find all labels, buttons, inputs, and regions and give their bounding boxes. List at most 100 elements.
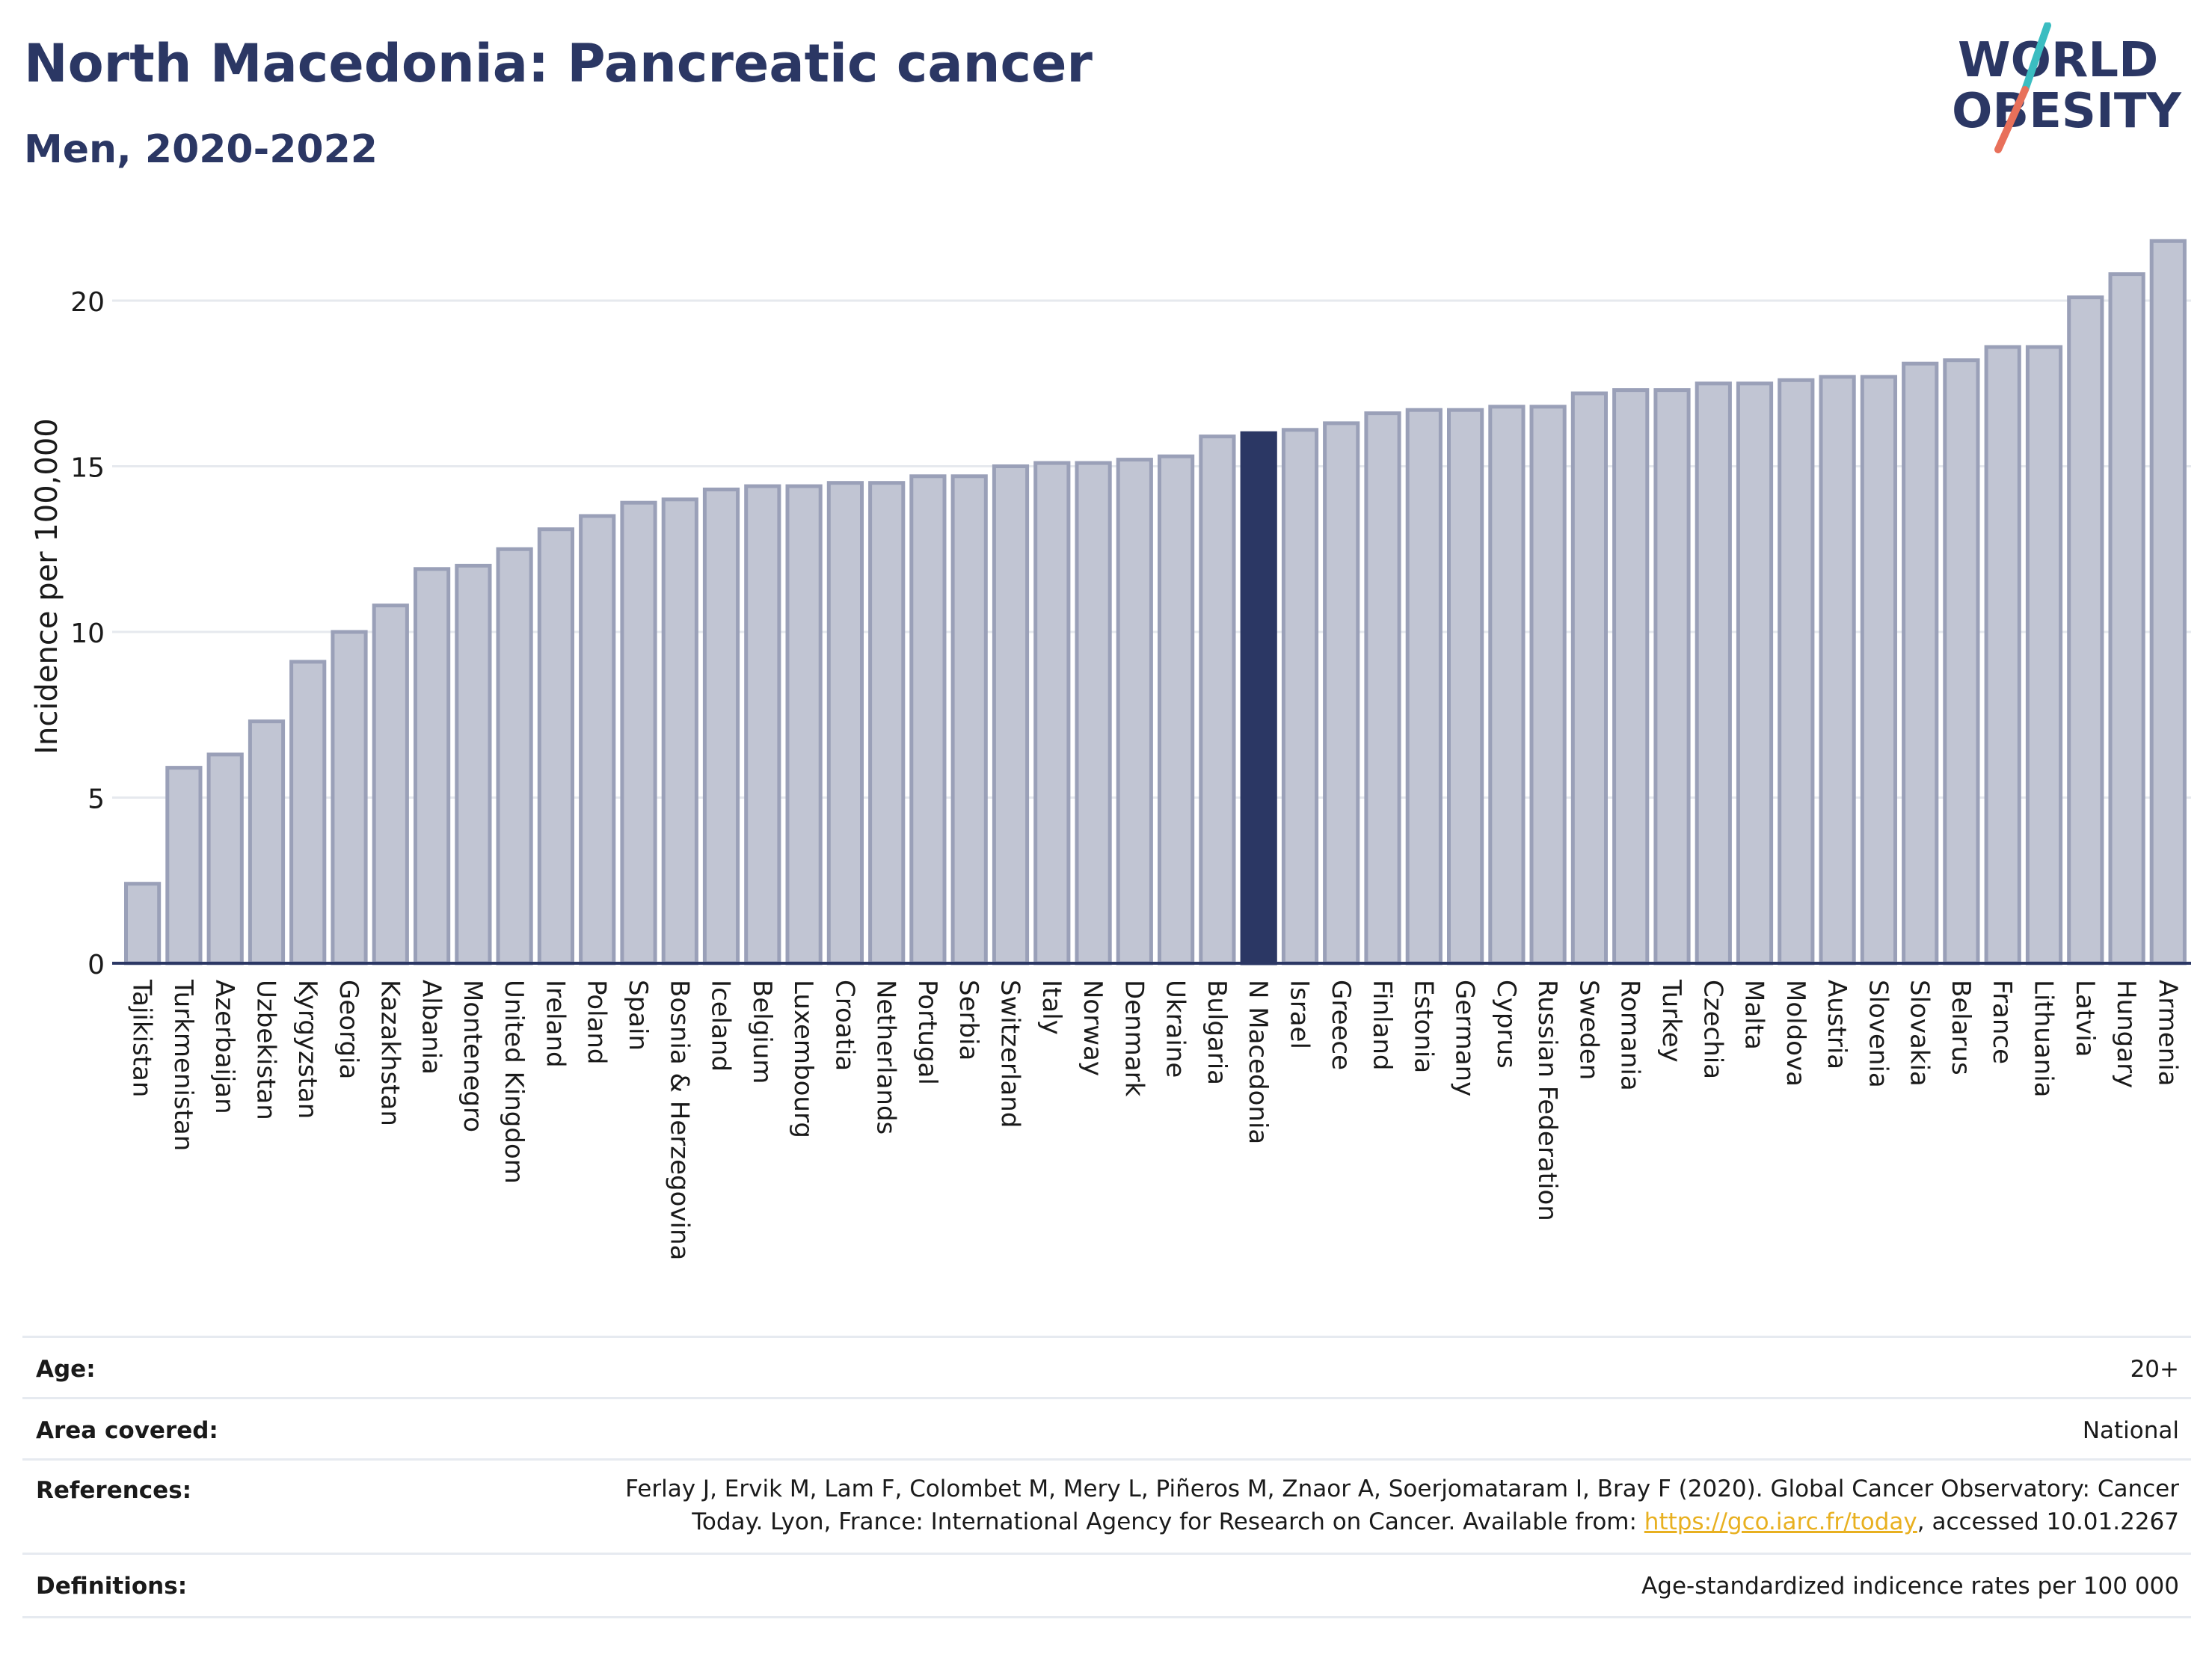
x-tick-label: Denmark [1119, 980, 1149, 1097]
x-tick-label: Kyrgyzstan [292, 980, 322, 1119]
bar [1281, 428, 1319, 965]
bar [455, 563, 492, 965]
references-value: Ferlay J, Ervik M, Lam F, Colombet M, Me… [625, 1473, 2179, 1538]
x-tick-label: Greece [1326, 980, 1356, 1070]
x-tick-label: Germany [1450, 980, 1480, 1096]
x-tick-label: Iceland [706, 980, 736, 1072]
x-tick-label: Belarus [1946, 980, 1976, 1075]
x-tick-label: Azerbaijan [209, 980, 239, 1114]
age-value: 20+ [2130, 1356, 2179, 1383]
x-tick-label: United Kingdom [499, 980, 529, 1184]
area-value: National [2082, 1417, 2179, 1444]
area-label: Area covered: [36, 1417, 218, 1444]
x-tick-label: Czechia [1698, 980, 1727, 1079]
bar [1158, 454, 1195, 965]
x-tick-label: Turkey [1656, 979, 1686, 1063]
y-tick-label: 15 [70, 453, 105, 484]
x-tick-label: Sweden [1573, 980, 1603, 1080]
x-tick-label: Slovenia [1863, 980, 1893, 1088]
x-tick-label: Finland [1367, 980, 1397, 1071]
bar [1653, 388, 1691, 965]
x-tick-label: Croatia [829, 980, 859, 1071]
logo-slash-teal [2021, 22, 2051, 93]
x-tick-label: Bulgaria [1202, 980, 1232, 1085]
bar [496, 547, 533, 965]
bar [2067, 295, 2104, 965]
x-tick-labels: Tajikistan Turkmenistan Azerbaijan Uzbekist… [127, 979, 2183, 1260]
bar [1529, 405, 1567, 965]
bar [206, 752, 244, 965]
bar [950, 474, 988, 965]
x-tick-label: Russian Federation [1532, 980, 1562, 1221]
x-tick-label: Netherlands [871, 980, 901, 1134]
bar [1116, 458, 1153, 965]
y-axis-label: Incidence per 100,000 [30, 418, 64, 755]
bar [1736, 381, 1774, 965]
x-tick-label: Ukraine [1161, 980, 1191, 1078]
bar [785, 484, 823, 965]
x-tick-label: Hungary [2111, 980, 2141, 1088]
bar-chart: 0 5 10 15 20 Tajikistan Turkmenistan Azerbaija… [30, 239, 2191, 1260]
meta-row-area: Area covered: National [22, 1397, 2191, 1461]
bar [165, 766, 203, 965]
x-tick-label: Luxembourg [788, 980, 818, 1138]
y-tick-labels: 0 5 10 15 20 [70, 287, 105, 980]
bar [826, 481, 864, 965]
bar [1612, 388, 1650, 965]
x-tick-label: Serbia [953, 980, 983, 1060]
bar [1943, 358, 1980, 965]
x-tick-label: Cyprus [1491, 980, 1521, 1069]
references-line-2: Today. Lyon, France: International Agenc… [625, 1505, 2179, 1538]
references-link[interactable]: https://gco.iarc.fr/today [1644, 1508, 1917, 1535]
x-tick-label: Tajikistan [127, 979, 157, 1097]
logo-text-line2: OBESITY [1952, 84, 2181, 139]
chart-title: North Macedonia: Pancreatic cancer [24, 33, 1093, 94]
world-obesity-logo: WORLD OBESITY [1952, 22, 2181, 153]
bar [1984, 345, 2021, 965]
bar [868, 481, 906, 965]
x-tick-label: Romania [1615, 980, 1645, 1091]
bar [1405, 408, 1443, 965]
bar-highlighted [1240, 431, 1277, 965]
x-tick-label: Slovakia [1905, 980, 1935, 1087]
x-tick-label: Turkmenistan [168, 979, 198, 1151]
age-label: Age: [36, 1356, 96, 1383]
bar [661, 497, 698, 965]
x-tick-label: Italy [1036, 980, 1066, 1035]
x-tick-label: Estonia [1408, 980, 1438, 1073]
x-tick-label: France [1987, 980, 2017, 1064]
y-tick-label: 10 [70, 618, 105, 649]
x-tick-label: Moldova [1781, 980, 1810, 1087]
x-tick-label: Albania [417, 980, 446, 1075]
meta-row-definitions: Definitions: Age-standardized indicence … [22, 1553, 2191, 1618]
bar [1695, 381, 1732, 965]
x-tick-label: Bosnia & Herzegovina [664, 980, 694, 1260]
bar [537, 527, 574, 965]
x-tick-label: Israel [1285, 980, 1315, 1049]
x-tick-label: Switzerland [995, 980, 1025, 1128]
x-tick-label: Montenegro [458, 980, 488, 1132]
x-tick-label: Georgia [334, 980, 363, 1079]
bar [2108, 272, 2145, 965]
bar [744, 484, 781, 965]
x-tick-label: Austria [1822, 980, 1852, 1069]
bar [702, 488, 740, 965]
x-tick-label: N Macedonia [1243, 980, 1273, 1144]
x-tick-label: Poland [582, 980, 612, 1065]
bar [2025, 345, 2063, 965]
bar [1447, 408, 1484, 965]
bar [1323, 421, 1360, 965]
bar [1364, 411, 1401, 965]
y-tick-label: 0 [87, 950, 105, 980]
bar [1199, 435, 1236, 965]
x-tick-label: Belgium [747, 980, 777, 1084]
bars [124, 239, 2187, 965]
meta-row-age: Age: 20+ [22, 1336, 2191, 1399]
meta-row-references: References: Ferlay J, Ervik M, Lam F, Co… [22, 1458, 2191, 1555]
logo-text-line1: WORLD [1958, 33, 2158, 88]
references-line-2-pre: Today. Lyon, France: International Agenc… [692, 1508, 1644, 1535]
definitions-value: Age-standardized indicence rates per 100… [1641, 1573, 2179, 1600]
x-tick-label: Lithuania [2029, 980, 2059, 1097]
x-tick-label: Malta [1739, 980, 1769, 1050]
bar [579, 514, 616, 965]
